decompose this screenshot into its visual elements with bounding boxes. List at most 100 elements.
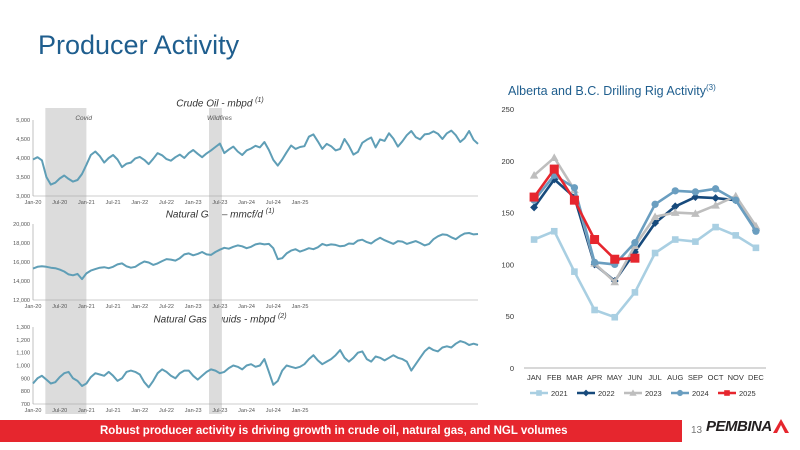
x-tick-label: Jan-23 <box>185 408 202 414</box>
rig-series-2025 <box>529 164 640 264</box>
rig-x-tick-label: APR <box>587 373 603 382</box>
y-tick-label: 1,000 <box>16 364 30 370</box>
rig-series-2024 <box>530 171 760 269</box>
y-tick-label: 900 <box>21 376 30 382</box>
legend-swatch-marker <box>536 390 542 396</box>
rig-series <box>529 153 761 321</box>
rig-point-2021 <box>550 227 558 235</box>
rig-point-2024 <box>711 185 720 193</box>
rig-point-2025 <box>630 253 640 263</box>
y-tick-label: 1,100 <box>16 351 30 357</box>
x-tick-label: Jan-22 <box>131 304 148 310</box>
x-tick-label: Jan-23 <box>185 304 202 310</box>
x-tick-label: Jan-25 <box>292 304 309 310</box>
rig-point-2022 <box>691 193 700 202</box>
rig-point-2022 <box>550 175 559 184</box>
x-tick-label: Jan-20 <box>25 408 42 414</box>
crude-oil-chart-title: Crude Oil - mbpd (1) <box>176 97 264 110</box>
rig-point-2021 <box>571 268 578 275</box>
rig-y-tick-label: 100 <box>501 260 514 269</box>
rig-point-2021 <box>692 238 699 245</box>
series-line <box>32 232 479 281</box>
legend-label: 2024 <box>692 389 709 398</box>
natural-gas-chart: 12,000 14,000 16,000 18,000 20,000 Jan-20 Jul-… <box>13 222 479 310</box>
legend-label: 2022 <box>598 389 615 398</box>
rig-x-tick-label: AUG <box>667 373 683 382</box>
rig-point-2023 <box>529 171 539 179</box>
legend-swatch-marker <box>676 389 684 397</box>
x-tick-label: Jan-24 <box>238 408 255 414</box>
wildfires-annotation: Wildfires <box>207 115 233 122</box>
legend-item-2024: 2024 <box>671 389 709 398</box>
footer-text: Robust producer activity is driving grow… <box>100 425 568 437</box>
rig-line-2023 <box>533 156 757 284</box>
rig-point-2024 <box>732 196 740 204</box>
rig-x-tick-label: JUL <box>648 373 661 382</box>
rig-point-2024 <box>651 200 659 208</box>
rig-point-2024 <box>691 188 700 196</box>
y-tick-label: 1,200 <box>16 338 30 344</box>
x-tick-label: Jan-24 <box>238 304 255 310</box>
rig-point-2021 <box>530 236 538 243</box>
rig-y-tick-label: 150 <box>501 209 514 218</box>
rig-line-2021 <box>533 225 757 319</box>
rig-legend: 2021 2022 2023 2024 2025 <box>530 389 756 398</box>
rig-x-tick-label: FEB <box>547 373 562 382</box>
y-tick-label: 20,000 <box>13 222 30 228</box>
footer-banner: Robust producer activity is driving grow… <box>0 420 682 442</box>
y-tick-label: 12,000 <box>13 298 30 304</box>
rig-point-2025 <box>590 235 600 245</box>
page-number: 13 <box>691 425 703 436</box>
x-tick-label: Jan-25 <box>292 408 309 414</box>
rig-activity-chart-title: Alberta and B.C. Drilling Rig Activity(3… <box>508 83 716 99</box>
rig-point-2024 <box>631 239 639 247</box>
x-tick-label: Jan-22 <box>131 200 148 206</box>
series-line <box>32 129 479 186</box>
legend-swatch-marker <box>724 390 730 396</box>
rig-point-2021 <box>671 236 679 243</box>
legend-swatch-marker <box>629 389 637 396</box>
rig-point-2022 <box>530 203 539 212</box>
x-tick-label: Jan-21 <box>78 408 95 414</box>
legend-swatch-marker <box>582 389 590 397</box>
rig-point-2024 <box>752 227 760 235</box>
rig-point-2021 <box>732 232 740 239</box>
covid-annotation: Covid <box>75 115 92 122</box>
x-tick-label: Jan-25 <box>292 200 309 206</box>
x-tick-label: Jul-22 <box>159 200 174 206</box>
rig-point-2023 <box>691 209 700 217</box>
rig-point-2023 <box>549 153 559 161</box>
rig-series-2023 <box>529 153 761 286</box>
y-tick-label: 4,000 <box>16 156 30 162</box>
rig-x-tick-label: SEP <box>688 373 703 382</box>
x-tick-label: Jan-21 <box>78 304 95 310</box>
rig-x-tick-label: JUN <box>628 373 643 382</box>
y-tick-label: 3,000 <box>16 194 30 200</box>
x-tick-label: Jul-21 <box>106 200 121 206</box>
rig-point-2025 <box>610 254 620 264</box>
rig-x-tick-label: MAY <box>607 373 623 382</box>
x-tick-label: Jul-22 <box>159 304 174 310</box>
legend-label: 2023 <box>645 389 662 398</box>
x-tick-label: Jul-24 <box>266 408 281 414</box>
y-tick-label: 5,000 <box>16 118 30 124</box>
rig-point-2022 <box>711 194 720 203</box>
x-tick-label: Jul-20 <box>52 304 67 310</box>
legend-item-2021: 2021 <box>530 389 568 398</box>
x-tick-label: Jan-22 <box>131 408 148 414</box>
pembina-logo: PEMBINA <box>706 418 789 435</box>
x-tick-label: Jul-23 <box>212 200 227 206</box>
rig-x-tick-label: NOV <box>728 373 744 382</box>
rig-point-2021 <box>631 289 639 296</box>
page-title: Producer Activity <box>38 30 240 60</box>
rig-axes: 0 50 100 150 200 250 JAN FEB MAR APR MAY JUN JUL AUG S… <box>501 105 766 382</box>
x-tick-label: Jul-22 <box>159 408 174 414</box>
y-tick-label: 18,000 <box>13 241 30 247</box>
rig-point-2021 <box>611 313 619 321</box>
shaded-wildfires-period <box>209 108 222 414</box>
x-tick-label: Jul-21 <box>106 304 121 310</box>
legend-label: 2021 <box>551 389 568 398</box>
rig-point-2023 <box>650 212 660 221</box>
rig-point-2024 <box>671 187 679 195</box>
rig-point-2023 <box>711 201 720 209</box>
